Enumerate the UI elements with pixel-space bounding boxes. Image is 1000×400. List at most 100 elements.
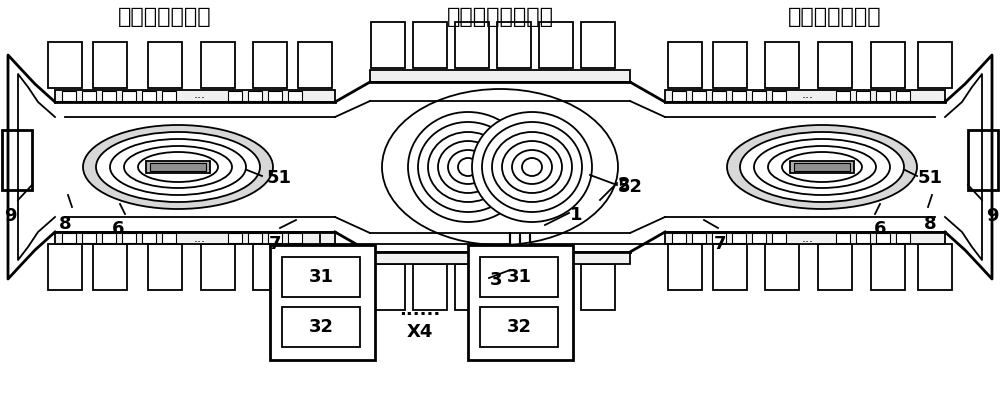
- Bar: [772, 91, 786, 101]
- Bar: [162, 91, 176, 101]
- Bar: [298, 244, 332, 290]
- Ellipse shape: [83, 125, 273, 209]
- Bar: [480, 307, 558, 347]
- Text: 51: 51: [267, 169, 292, 187]
- Bar: [712, 233, 726, 243]
- Bar: [896, 233, 910, 243]
- Bar: [201, 244, 235, 290]
- Text: 等离子体形成区: 等离子体形成区: [788, 7, 882, 27]
- Ellipse shape: [502, 141, 562, 193]
- Text: 32: 32: [507, 318, 532, 336]
- Bar: [48, 244, 82, 290]
- Bar: [968, 130, 998, 190]
- Bar: [93, 244, 127, 290]
- Bar: [146, 161, 210, 173]
- Text: 31: 31: [308, 268, 334, 286]
- Ellipse shape: [408, 112, 528, 222]
- Bar: [732, 91, 746, 101]
- Text: 8: 8: [924, 215, 936, 233]
- Ellipse shape: [492, 132, 572, 202]
- Bar: [282, 307, 360, 347]
- Bar: [772, 233, 786, 243]
- Bar: [288, 91, 302, 101]
- Bar: [876, 91, 890, 101]
- Bar: [93, 42, 127, 88]
- Text: ......: ......: [399, 301, 441, 319]
- Bar: [282, 257, 360, 297]
- Text: 9: 9: [986, 207, 998, 225]
- Text: 2: 2: [618, 176, 631, 194]
- Bar: [896, 91, 910, 101]
- Text: 碰撞融合及压缩区: 碰撞融合及压缩区: [446, 7, 554, 27]
- Text: ...: ...: [802, 88, 814, 102]
- Bar: [82, 233, 96, 243]
- Ellipse shape: [138, 152, 218, 182]
- Ellipse shape: [96, 132, 260, 202]
- Bar: [732, 233, 746, 243]
- Text: 1: 1: [570, 206, 582, 224]
- Text: 8: 8: [59, 215, 71, 233]
- Text: 52: 52: [618, 178, 643, 196]
- Bar: [413, 264, 447, 310]
- Bar: [55, 232, 335, 244]
- Text: 31: 31: [507, 268, 532, 286]
- Bar: [298, 42, 332, 88]
- Bar: [692, 91, 706, 101]
- Ellipse shape: [110, 139, 246, 195]
- Ellipse shape: [428, 132, 508, 202]
- Bar: [918, 244, 952, 290]
- Text: 6: 6: [112, 220, 124, 238]
- Bar: [142, 233, 156, 243]
- Bar: [752, 91, 766, 101]
- Bar: [856, 233, 870, 243]
- Bar: [794, 163, 850, 171]
- Bar: [497, 22, 531, 68]
- Text: 9: 9: [4, 207, 16, 225]
- Bar: [371, 22, 405, 68]
- Bar: [122, 233, 136, 243]
- Bar: [142, 91, 156, 101]
- Bar: [668, 244, 702, 290]
- Bar: [102, 233, 116, 243]
- Bar: [539, 264, 573, 310]
- Bar: [228, 233, 242, 243]
- Bar: [752, 233, 766, 243]
- Bar: [268, 91, 282, 101]
- Bar: [253, 42, 287, 88]
- Bar: [692, 233, 706, 243]
- Bar: [62, 233, 76, 243]
- Bar: [836, 91, 850, 101]
- Bar: [288, 233, 302, 243]
- Bar: [150, 163, 206, 171]
- Bar: [370, 252, 630, 264]
- Bar: [668, 42, 702, 88]
- Bar: [102, 91, 116, 101]
- Bar: [790, 161, 854, 173]
- Bar: [713, 42, 747, 88]
- Ellipse shape: [382, 89, 618, 245]
- Bar: [581, 264, 615, 310]
- Bar: [672, 91, 686, 101]
- Bar: [148, 42, 182, 88]
- Bar: [871, 42, 905, 88]
- Bar: [370, 70, 630, 82]
- Ellipse shape: [472, 112, 592, 222]
- Bar: [480, 257, 558, 297]
- Ellipse shape: [458, 158, 478, 176]
- Ellipse shape: [438, 141, 498, 193]
- Text: 等离子体形成区: 等离子体形成区: [118, 7, 212, 27]
- Ellipse shape: [740, 132, 904, 202]
- Bar: [228, 91, 242, 101]
- Text: ...: ...: [194, 232, 206, 244]
- Bar: [581, 22, 615, 68]
- Text: 3: 3: [490, 271, 503, 289]
- Text: X4: X4: [407, 323, 433, 341]
- Bar: [371, 264, 405, 310]
- Bar: [248, 233, 262, 243]
- Text: 32: 32: [308, 318, 334, 336]
- Bar: [413, 22, 447, 68]
- Ellipse shape: [782, 152, 862, 182]
- Bar: [672, 233, 686, 243]
- Bar: [713, 244, 747, 290]
- Bar: [876, 233, 890, 243]
